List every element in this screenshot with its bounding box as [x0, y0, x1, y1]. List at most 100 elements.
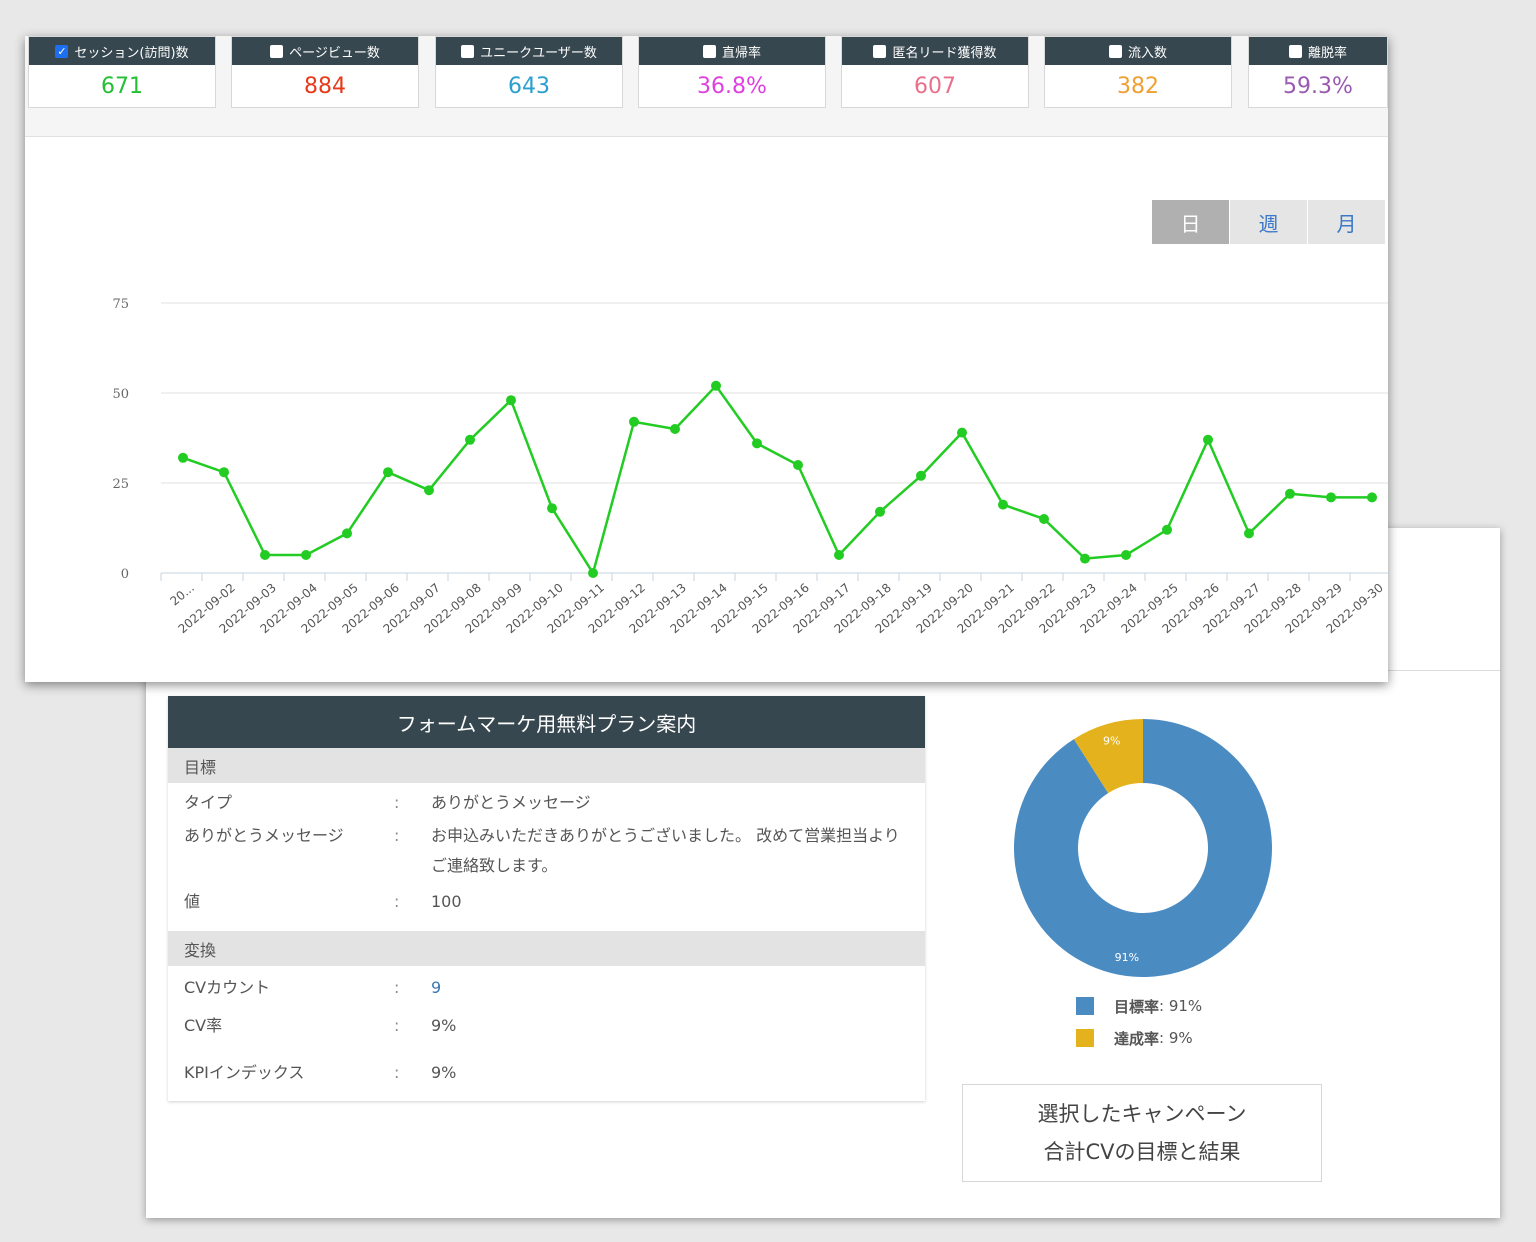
- row-separator: :: [394, 1016, 400, 1035]
- period-toggle: 日 週 月: [1152, 200, 1386, 244]
- metric-label: 流入数: [1127, 45, 1167, 61]
- y-tick-label: 50: [112, 387, 129, 402]
- metric-card-unique-users: ユニークユーザー数 643: [435, 36, 623, 108]
- metric-checkbox-sessions[interactable]: ✓: [55, 44, 69, 58]
- data-point[interactable]: [219, 467, 229, 478]
- metric-value: 884: [304, 73, 346, 99]
- metrics-strip: ✓ セッション(訪問)数 671 ページビュー数 884 ユニークユーザー数 64…: [25, 36, 1388, 137]
- period-day-button[interactable]: 日: [1152, 200, 1229, 244]
- data-point[interactable]: [998, 499, 1008, 510]
- metric-card-inflow: 流入数 382: [1044, 36, 1232, 108]
- goal-row-value: 値 : 100: [168, 892, 925, 931]
- row-separator: :: [394, 892, 400, 911]
- row-label: CVカウント: [184, 978, 271, 997]
- sessions-line-chart: 025507520...2022-09-022022-09-032022-09-…: [112, 297, 1388, 636]
- data-point[interactable]: [1039, 514, 1049, 524]
- metric-label: ユニークユーザー数: [480, 45, 597, 61]
- metric-checkbox-unique-users[interactable]: [461, 44, 475, 58]
- data-point[interactable]: [547, 503, 557, 514]
- data-point[interactable]: [424, 485, 434, 496]
- data-point[interactable]: [793, 460, 803, 470]
- metric-header: ページビュー数: [232, 37, 418, 65]
- data-point[interactable]: [506, 395, 516, 406]
- row-value: お申込みいただきありがとうございました。 改めて営業担当よりご連絡致します。: [431, 826, 900, 875]
- data-point[interactable]: [301, 550, 311, 560]
- metric-checkbox-inflow[interactable]: [1108, 44, 1122, 58]
- metric-header: 匿名リード獲得数: [842, 37, 1028, 65]
- legend-name: 目標率: [1114, 997, 1160, 1016]
- metric-value: 607: [914, 73, 956, 99]
- caption-line-2: 合計CVの目標と結果: [1043, 1140, 1241, 1164]
- row-label: CV率: [184, 1016, 223, 1035]
- data-point[interactable]: [1080, 553, 1090, 564]
- donut-slice-label: 91%: [1115, 951, 1139, 964]
- metric-value: 59.3%: [1283, 73, 1353, 99]
- metric-card-bounce-rate: 直帰率 36.8%: [638, 36, 826, 108]
- goal-card: フォームマーケ用無料プラン案内 目標 タイプ : ありがとうメッセージ ありがと…: [168, 696, 925, 1101]
- data-point[interactable]: [1367, 492, 1377, 503]
- data-point[interactable]: [1121, 550, 1131, 560]
- goal-donut-chart: 91% 9%: [1006, 712, 1286, 992]
- series-line: [182, 383, 1372, 577]
- data-point[interactable]: [916, 470, 926, 481]
- goal-row-thanks-message: ありがとうメッセージ : お申込みいただきありがとうございました。 改めて営業担…: [168, 823, 925, 893]
- metric-label: 匿名リード獲得数: [892, 45, 997, 61]
- data-point[interactable]: [342, 528, 352, 539]
- row-separator: :: [394, 978, 400, 997]
- row-value: 9%: [431, 1063, 457, 1082]
- donut-legend: 目標率 : 91% 達成率 : 9%: [1076, 990, 1202, 1054]
- metric-card-sessions: ✓ セッション(訪問)数 671: [28, 36, 216, 108]
- period-week-button[interactable]: 週: [1230, 200, 1307, 244]
- data-point[interactable]: [1285, 488, 1295, 499]
- data-point[interactable]: [1162, 524, 1172, 535]
- row-value: ありがとうメッセージ: [431, 793, 591, 812]
- legend-name: 達成率: [1114, 1029, 1160, 1048]
- conv-row-cv-rate: CV率 : 9%: [168, 1004, 925, 1048]
- metric-checkbox-anonymous-leads[interactable]: [873, 44, 887, 58]
- legend-swatch: [1076, 997, 1094, 1015]
- data-point[interactable]: [1203, 434, 1213, 445]
- row-separator: :: [394, 826, 400, 845]
- donut-slice-target-rate[interactable]: [1014, 719, 1272, 977]
- data-point[interactable]: [383, 467, 393, 478]
- metric-value: 382: [1117, 73, 1159, 99]
- metric-card-exit-rate: 離脱率 59.3%: [1248, 36, 1388, 108]
- donut-slice-label: 9%: [1103, 734, 1120, 747]
- data-point[interactable]: [1326, 492, 1336, 503]
- metric-checkbox-exit-rate[interactable]: [1288, 44, 1302, 58]
- goal-row-type: タイプ : ありがとうメッセージ: [168, 783, 925, 823]
- row-separator: :: [394, 1063, 400, 1082]
- metric-card-pageviews: ページビュー数 884: [231, 36, 419, 108]
- metric-checkbox-pageviews[interactable]: [270, 44, 284, 58]
- donut-slice-achievement-rate[interactable]: [1073, 719, 1143, 794]
- goal-section-header: 目標: [168, 748, 925, 783]
- data-point[interactable]: [957, 427, 967, 438]
- y-tick-label: 75: [112, 297, 129, 312]
- x-tick-label: 20...: [167, 581, 196, 609]
- data-point[interactable]: [752, 438, 762, 449]
- row-label: KPIインデックス: [184, 1063, 305, 1082]
- metric-label: セッション(訪問)数: [74, 45, 189, 61]
- metric-label: 離脱率: [1307, 45, 1347, 61]
- data-point[interactable]: [1244, 528, 1254, 539]
- data-point[interactable]: [670, 424, 680, 434]
- data-point[interactable]: [875, 506, 885, 517]
- data-point[interactable]: [588, 568, 598, 578]
- data-point[interactable]: [260, 550, 270, 560]
- row-label: ありがとうメッセージ: [184, 826, 344, 845]
- metric-header: 離脱率: [1249, 37, 1387, 65]
- analytics-panel: ✓ セッション(訪問)数 671 ページビュー数 884 ユニークユーザー数 64…: [25, 36, 1388, 682]
- period-month-button[interactable]: 月: [1308, 200, 1385, 244]
- metric-header: ✓ セッション(訪問)数: [29, 37, 215, 65]
- legend-item-achievement-rate: 達成率 : 9%: [1076, 1022, 1202, 1054]
- data-point[interactable]: [711, 380, 721, 391]
- data-point[interactable]: [465, 434, 475, 445]
- data-point[interactable]: [834, 550, 844, 560]
- row-value: 9%: [431, 1016, 457, 1035]
- data-point[interactable]: [178, 452, 188, 463]
- cv-count-link[interactable]: 9: [431, 978, 442, 997]
- metric-checkbox-bounce-rate[interactable]: [702, 44, 716, 58]
- metric-value: 643: [508, 73, 550, 99]
- data-point[interactable]: [629, 416, 639, 427]
- legend-value: : 9%: [1159, 1029, 1193, 1047]
